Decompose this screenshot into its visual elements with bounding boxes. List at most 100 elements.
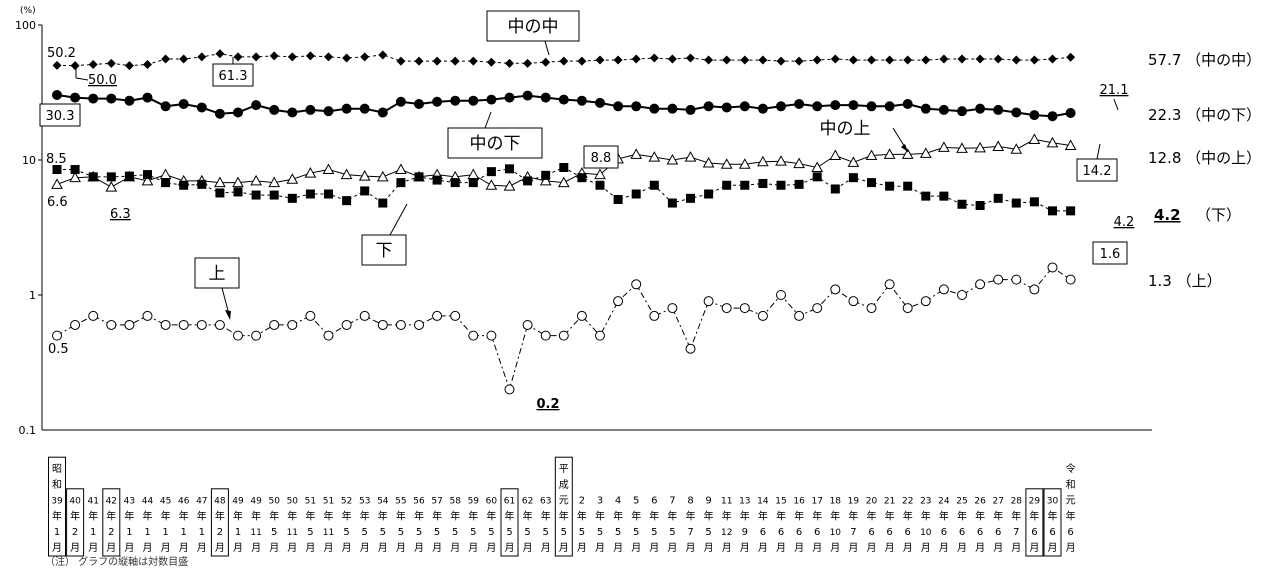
x-tick-text-0-2: 39 — [51, 497, 63, 507]
point-shita-54 — [1029, 197, 1039, 207]
x-tick-text-26-3: 月 — [523, 542, 533, 554]
end-label-shita-value: 4.2 — [1154, 206, 1181, 224]
x-tick-label-11: 49 年 11 月 — [250, 497, 262, 554]
x-tick-text-29-2: 5 — [579, 527, 585, 538]
point-naka_shita-4 — [124, 95, 135, 106]
point-shita-21 — [432, 175, 442, 185]
x-tick-text-34-3: 月 — [667, 542, 677, 554]
x-tick-text-35-3: 月 — [686, 542, 696, 554]
series-naka_shita — [52, 90, 1076, 122]
point-shita-44 — [848, 173, 858, 183]
point-ue-15 — [323, 330, 334, 341]
x-tick-label-34: 7 年 5 月 — [667, 496, 677, 554]
x-tick-text-13-3: 月 — [287, 542, 297, 554]
point-naka_ue-33 — [648, 151, 661, 162]
x-tick-text-30-2: 5 — [597, 527, 603, 538]
point-ue-38 — [739, 303, 750, 314]
x-tick-text-54-3: 月 — [1029, 542, 1039, 554]
x-tick-text-20-0: 56 — [413, 497, 425, 507]
label-21-1: 21.1 — [1100, 83, 1129, 98]
point-naka_ue-15 — [322, 163, 335, 175]
point-ue-54 — [1029, 284, 1040, 295]
point-naka_shita-22 — [450, 95, 461, 106]
x-tick-text-25-3: 月 — [505, 542, 515, 554]
point-ue-6 — [160, 319, 171, 330]
x-tick-text-36-3: 月 — [704, 542, 714, 554]
point-naka_naka-10 — [233, 52, 243, 62]
point-naka_shita-47 — [902, 98, 913, 109]
x-tick-text-39-0: 14 — [757, 497, 769, 507]
point-ue-3 — [106, 319, 117, 330]
x-tick-text-2-0: 41 — [87, 497, 98, 507]
x-tick-text-30-0: 3 — [597, 496, 603, 507]
point-naka_ue-25 — [503, 180, 516, 191]
point-naka_shita-27 — [540, 92, 551, 103]
x-tick-text-16-3: 月 — [342, 542, 352, 554]
x-tick-text-38-2: 9 — [742, 527, 748, 538]
x-tick-box-25 — [500, 488, 519, 557]
x-tick-label-16: 52 年 5 月 — [341, 497, 352, 554]
x-tick-text-49-1: 年 — [939, 509, 949, 522]
point-naka_shita-31 — [613, 101, 624, 112]
point-naka_naka-11 — [251, 52, 261, 62]
point-naka_shita-48 — [920, 103, 931, 114]
x-tick-label-24: 60 年 5 月 — [486, 497, 498, 554]
point-shita-27 — [541, 170, 551, 180]
x-tick-text-10-0: 49 — [232, 497, 244, 507]
x-tick-box-9 — [210, 488, 229, 557]
point-naka_naka-54 — [1029, 55, 1039, 65]
x-tick-label-26: 62 年 5 月 — [522, 497, 533, 554]
point-naka_naka-28 — [559, 56, 569, 66]
point-naka_naka-15 — [324, 52, 333, 62]
point-naka_naka-34 — [667, 54, 677, 64]
x-tick-text-27-1: 年 — [541, 509, 551, 522]
x-tick-text-15-2: 11 — [323, 528, 334, 538]
x-tick-text-6-3: 月 — [161, 542, 171, 554]
x-tick-text-47-1: 年 — [903, 509, 913, 522]
point-naka_naka-21 — [432, 56, 442, 66]
point-naka_naka-50 — [957, 54, 967, 64]
x-tick-label-39: 14 年 6 月 — [757, 497, 769, 554]
point-shita-22 — [450, 178, 460, 188]
point-shita-2 — [88, 172, 98, 182]
point-naka_ue-39 — [757, 155, 769, 167]
x-tick-text-9-3: 月 — [215, 542, 225, 554]
point-naka_ue-54 — [1028, 133, 1041, 144]
point-ue-12 — [269, 319, 280, 330]
x-tick-text-18-1: 年 — [378, 509, 388, 522]
x-tick-text-55-3: 月 — [1048, 542, 1058, 554]
point-naka_shita-51 — [975, 103, 986, 114]
point-naka_shita-2 — [88, 93, 99, 104]
point-ue-19 — [395, 319, 406, 330]
point-shita-7 — [179, 180, 189, 190]
x-tick-text-30-1: 年 — [595, 509, 605, 522]
point-naka_naka-39 — [758, 55, 768, 65]
point-naka_ue-49 — [938, 141, 950, 152]
point-ue-25 — [504, 384, 515, 395]
point-naka_naka-43 — [830, 54, 840, 64]
x-tick-text-50-3: 月 — [957, 542, 967, 554]
x-tick-label-13: 50 年 11 月 — [287, 497, 299, 554]
point-shita-45 — [867, 178, 876, 188]
label-0-5: 0.5 — [48, 342, 69, 357]
point-shita-55 — [1048, 206, 1057, 216]
point-naka_naka-55 — [1048, 54, 1057, 64]
x-tick-box-55 — [1043, 488, 1062, 557]
point-naka_shita-37 — [721, 102, 732, 113]
x-tick-text-33-1: 年 — [649, 509, 659, 522]
x-tick-text-56-4: 6 — [1067, 527, 1073, 538]
label-61-3: 61.3 — [219, 69, 248, 84]
x-tick-text-4-2: 1 — [126, 527, 132, 538]
point-ue-42 — [812, 303, 823, 314]
point-naka_shita-53 — [1011, 107, 1022, 118]
x-tick-text-51-0: 26 — [974, 497, 986, 507]
point-naka_shita-50 — [957, 106, 967, 117]
x-tick-text-13-1: 年 — [287, 509, 297, 522]
axes: (%) 100 10 1 0.1 — [15, 6, 1152, 437]
x-tick-text-8-0: 47 — [196, 497, 207, 507]
point-naka_shita-42 — [812, 101, 823, 112]
point-shita-33 — [649, 180, 659, 190]
x-tick-text-19-3: 月 — [396, 542, 406, 554]
point-naka_naka-31 — [613, 55, 623, 65]
